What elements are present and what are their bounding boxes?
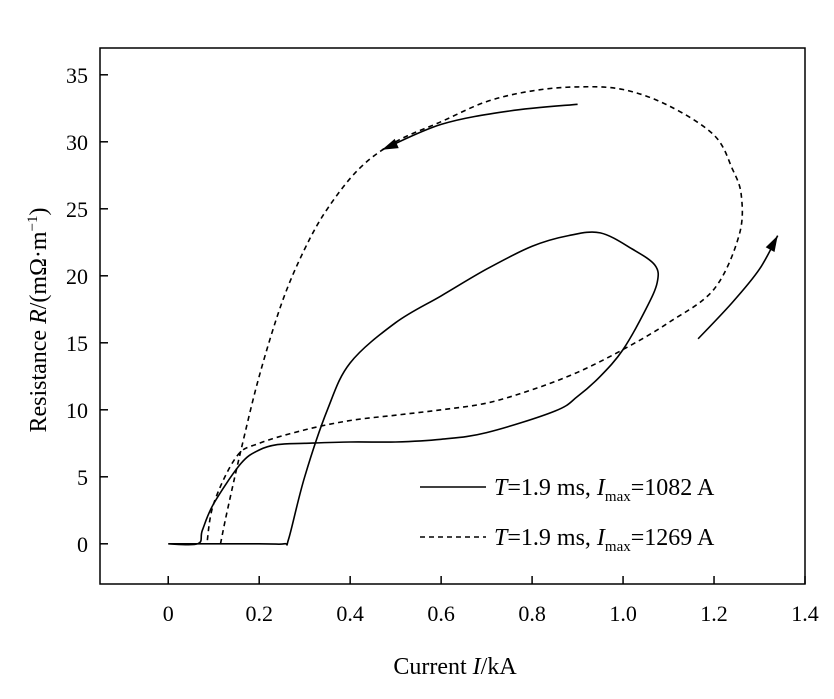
y-tick-label: 0 [77,532,88,557]
x-tick-label: 0.8 [518,601,546,626]
direction-arrow-shaft [697,235,779,340]
x-tick-label: 1.2 [700,601,728,626]
y-tick-label: 35 [66,63,88,88]
legend-label-dashed: T=1.9 ms, Imax=1269 A [494,525,715,555]
x-tick-label: 0 [163,601,174,626]
direction-arrow-head [765,235,778,252]
series-line-solid [168,231,660,546]
direction-arrow-head [382,138,399,150]
direction-arrows [381,103,779,340]
legend: T=1.9 ms, Imax=1082 A T=1.9 ms, Imax=126… [420,475,715,555]
x-tick-label: 0.4 [336,601,364,626]
x-axis-label: Current I/kA [393,654,517,680]
y-axis-label: Resistance R/(mΩ·m−1) [25,207,52,432]
plot-curves [168,85,744,546]
y-tick-label: 5 [77,465,88,490]
series-line-dashed [206,85,744,544]
y-tick-label: 30 [66,130,88,155]
x-tick-label: 0.2 [245,601,273,626]
plot-frame [99,47,806,585]
y-tick-label: 15 [66,331,88,356]
y-tick-label: 20 [66,264,88,289]
y-tick-label: 10 [66,398,88,423]
y-tick-label: 25 [66,197,88,222]
direction-arrow-shaft [381,103,578,151]
x-tick-label: 1.0 [609,601,637,626]
x-axis: 0 0.2 0.4 0.6 0.8 1.0 1.2 1.4 [163,576,819,626]
legend-label-solid: T=1.9 ms, Imax=1082 A [494,475,715,505]
x-tick-label: 0.6 [427,601,455,626]
x-tick-label: 1.4 [791,601,819,626]
y-axis: 0 5 10 15 20 25 30 35 [66,63,108,557]
